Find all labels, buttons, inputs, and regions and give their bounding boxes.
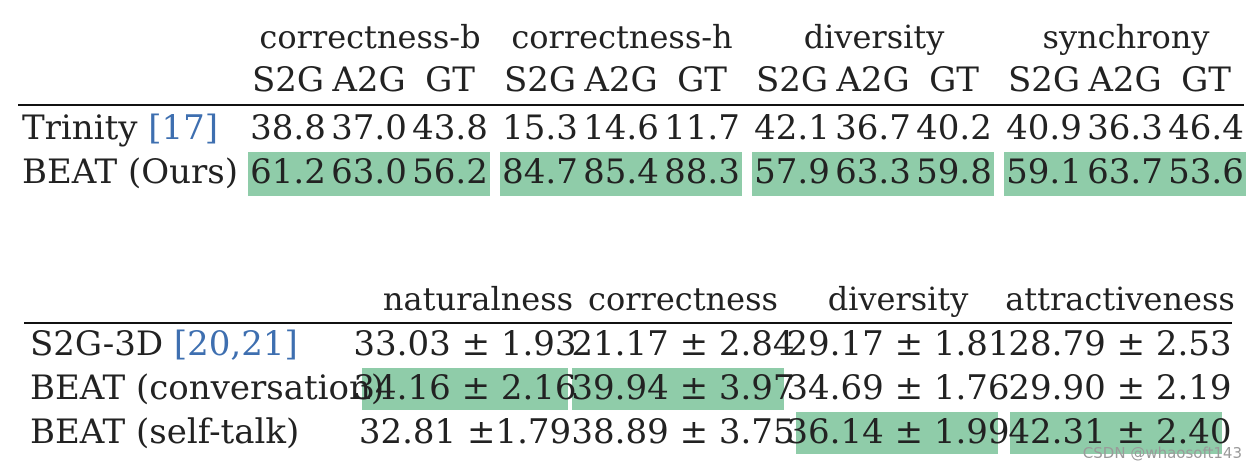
highlight-diversity [796, 412, 998, 454]
table-cell: 40.9 [1006, 108, 1082, 148]
subheader-cell: A2G [584, 60, 658, 100]
table-cell: 29.90 ± 2.19 [1008, 368, 1232, 408]
group-header: correctness-h [511, 18, 733, 56]
row-label-trinity: Trinity [17] [22, 108, 219, 148]
row-label-s2g-3d: S2G-3D [20,21] [30, 324, 298, 364]
table-cell: 56.2 [412, 152, 488, 192]
table-cell: 63.3 [835, 152, 911, 192]
table-cell: 43.8 [412, 108, 488, 148]
table-cell: 36.3 [1087, 108, 1163, 148]
table-rule [24, 322, 1232, 324]
column-header: diversity [827, 280, 969, 318]
table-cell: 40.2 [916, 108, 992, 148]
column-header: correctness [588, 280, 778, 318]
highlight-correctness-b [248, 152, 490, 196]
table-cell: 38.89 ± 3.75 [571, 412, 795, 452]
group-header: correctness-b [259, 18, 481, 56]
watermark: CSDN @whaosoft143 [1082, 444, 1242, 462]
group-header: synchrony [1042, 18, 1210, 56]
row-label-beat-conversation: BEAT (conversation) [30, 368, 385, 408]
table-cell: 53.6 [1168, 152, 1244, 192]
subheader-cell: GT [677, 60, 727, 100]
table-cell: 59.8 [916, 152, 992, 192]
citation-link[interactable]: [17] [148, 108, 219, 148]
table-rule [18, 104, 1244, 106]
row-label-beat-self-talk: BEAT (self-talk) [30, 412, 300, 452]
table-cell: 11.7 [664, 108, 740, 148]
table-cell: 36.14 ± 1.99 [786, 412, 1010, 452]
subheader-cell: S2G [251, 60, 325, 100]
subheader-cell: GT [929, 60, 979, 100]
subheader-cell: S2G [755, 60, 829, 100]
table-cell: 37.0 [331, 108, 407, 148]
subheader-cell: A2G [332, 60, 406, 100]
highlight-diversity [752, 152, 994, 196]
table-cell: 34.16 ± 2.16 [353, 368, 577, 408]
table-cell: 61.2 [250, 152, 326, 192]
group-header: diversity [803, 18, 945, 56]
table-cell: 33.03 ± 1.93 [353, 324, 577, 364]
table-cell: 63.0 [331, 152, 407, 192]
subheader-cell: S2G [1007, 60, 1081, 100]
table-cell: 28.79 ± 2.53 [1008, 324, 1232, 364]
subheader-cell: S2G [503, 60, 577, 100]
highlight-synchrony [1004, 152, 1246, 196]
table-cell: 84.7 [502, 152, 578, 192]
citation-link[interactable]: [20,21] [173, 324, 298, 364]
table-cell: 36.7 [835, 108, 911, 148]
highlight-attractiveness [1010, 412, 1222, 454]
table-cell: 63.7 [1087, 152, 1163, 192]
table-cell: 42.31 ± 2.40 [1008, 412, 1232, 452]
table-cell: 57.9 [754, 152, 830, 192]
subheader-cell: A2G [1088, 60, 1162, 100]
column-header: attractiveness [1005, 280, 1235, 318]
table-cell: 59.1 [1006, 152, 1082, 192]
highlight-correctness-h [500, 152, 742, 196]
table-cell: 38.8 [250, 108, 326, 148]
table-cell: 14.6 [583, 108, 659, 148]
table-cell: 29.17 ± 1.81 [786, 324, 1010, 364]
table-cell: 21.17 ± 2.84 [571, 324, 795, 364]
row-label-beat-ours: BEAT (Ours) [22, 152, 238, 192]
column-header: naturalness [382, 280, 574, 318]
table-cell: 15.3 [502, 108, 578, 148]
table-cell: 46.4 [1168, 108, 1244, 148]
highlight-naturalness [362, 368, 568, 410]
subheader-cell: GT [1181, 60, 1231, 100]
table-cell: 85.4 [583, 152, 659, 192]
subheader-cell: GT [425, 60, 475, 100]
table-cell: 34.69 ± 1.76 [786, 368, 1010, 408]
table-cell: 42.1 [754, 108, 830, 148]
highlight-correctness [572, 368, 784, 410]
table-cell: 88.3 [664, 152, 740, 192]
subheader-cell: A2G [836, 60, 910, 100]
table-cell: 32.81 ±1.79 [358, 412, 572, 452]
table-cell: 39.94 ± 3.97 [571, 368, 795, 408]
